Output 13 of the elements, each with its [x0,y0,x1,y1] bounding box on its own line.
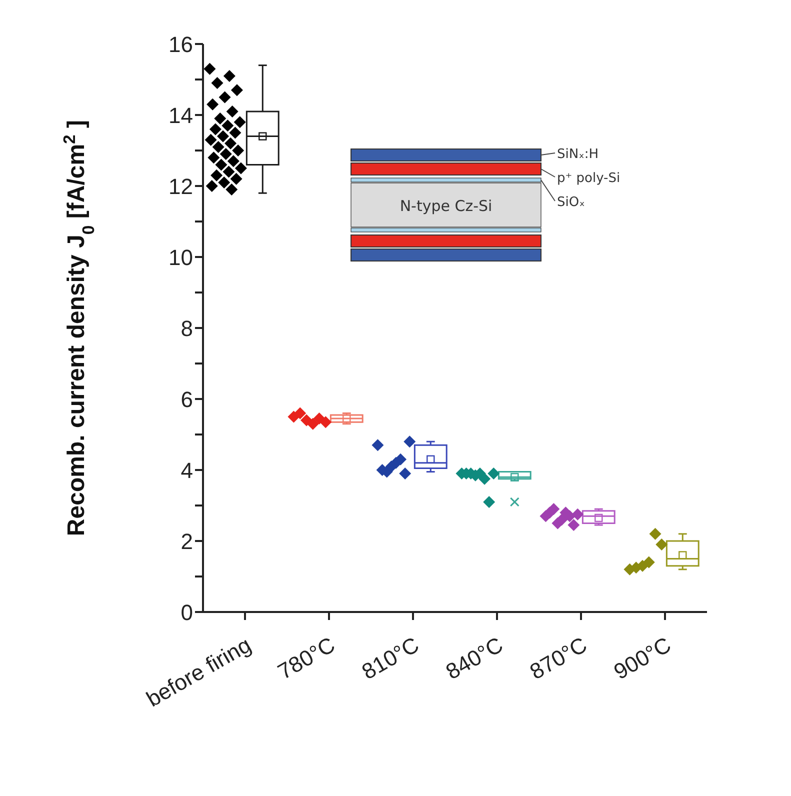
y-tick-label: 2 [180,528,193,554]
y-tick-label: 6 [180,386,193,412]
y-tick-label: 12 [168,174,193,199]
y-tick-label: 16 [168,32,193,57]
y-tick-label: 0 [180,600,193,625]
y-tick-label: 14 [168,102,193,128]
annotation: p⁺ poly-Si [557,171,620,186]
y-tick-label: 8 [180,316,193,341]
annotation: SiNₓ:H [557,147,599,162]
y-tick-label: 4 [180,458,193,483]
y-tick-label: 10 [168,244,193,270]
annotation: SiOₓ [557,195,586,210]
annotation: N-type Cz-Si [400,197,492,215]
